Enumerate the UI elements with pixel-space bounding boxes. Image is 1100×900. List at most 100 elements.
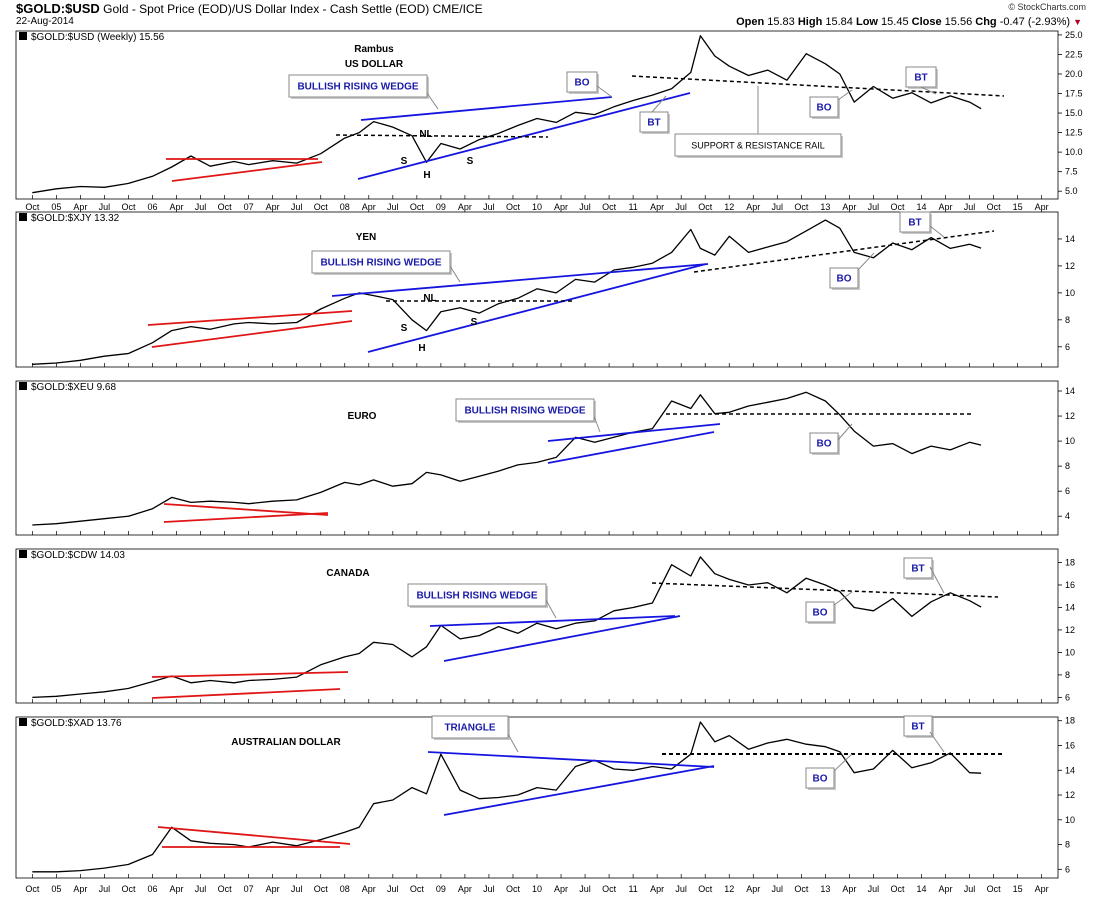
x-tick-label: Apr [554,884,568,894]
wedge-upper [547,423,721,442]
symbol-label: $GOLD:$USD [16,1,100,16]
x-tick-label: 07 [244,202,254,212]
x-tick-label: Oct [890,202,905,212]
panel-title: AUSTRALIAN DOLLAR [231,737,341,748]
low-value: 15.45 [881,16,909,28]
y-tick-label: 6 [1065,864,1070,874]
s-label: S [401,156,408,167]
red-channel-upper [163,503,329,516]
bo-box [566,71,598,93]
x-tick-label: Apr [939,202,953,212]
bo-box [805,601,835,623]
open-label: Open [736,16,765,28]
triangle-callout: TRIANGLE [431,715,510,740]
bt-callout: BT [639,111,670,134]
x-tick-label: 06 [147,202,157,212]
bo-callout: BO [566,71,599,94]
y-tick-label: 20.0 [1065,69,1083,79]
y-tick-label: 12 [1065,261,1075,271]
bt: BT [914,73,927,84]
x-tick-label: Apr [842,884,856,894]
callout-pointer [837,423,853,441]
x-tick-label: 15 [1013,884,1023,894]
y-tick-label: 4 [1065,511,1070,521]
x-tick-label: Oct [121,884,136,894]
red-channel-upper [147,310,353,326]
ticker-marker-icon [19,213,27,221]
y-tick-label: 14 [1065,386,1075,396]
price-line [32,35,982,194]
x-tick-label: Apr [73,202,87,212]
ticker-label: $GOLD:$CDW 14.03 [31,550,125,561]
y-tick-label: 12 [1065,790,1075,800]
y-tick-label: 16 [1065,740,1075,750]
red-channel-lower [171,161,323,182]
bt-callout: BT [899,211,932,234]
triangle: TRIANGLE [444,723,495,734]
y-tick-label: 7.5 [1065,167,1078,177]
y-tick-label: 10.0 [1065,147,1083,157]
callout-pointer [929,731,945,753]
panel-frame [15,548,1059,704]
s-label: S [401,323,408,334]
y-tick-label: 18 [1065,557,1075,567]
bullish-rising-wedge: BULLISH RISING WEDGE [297,82,418,93]
ticker-label: $GOLD:$XAD 13.76 [31,718,122,729]
description-label: Gold - Spot Price (EOD)/US Dollar Index … [103,2,430,16]
x-tick-label: Jul [291,884,303,894]
y-tick-label: 12 [1065,411,1075,421]
y-tick-label: 10 [1065,436,1075,446]
bt-callout: BT [905,66,938,89]
chart-header-title: $GOLD:$USD Gold - Spot Price (EOD)/US Do… [16,1,483,16]
panel-3: 14 12 10 8 6 4 $GOLD:$XEU 9.68 EURO BULLISH RISI… [15,380,1075,536]
panel-4: 18 16 14 12 10 8 6 $GOLD:$CDW 14.03 CANADA BULLIS… [15,548,1075,704]
bullish-rising-wedge-callout: BULLISH RISING WEDGE [311,250,452,275]
bullish-rising-wedge-callout: BULLISH RISING WEDGE [407,583,548,608]
x-tick-label: Apr [458,202,472,212]
ticker-marker-icon [19,382,27,390]
panel-title: EURO [348,411,377,422]
callout-pointer [651,95,667,113]
x-tick-label: Oct [218,884,233,894]
y-tick-label: 22.5 [1065,49,1083,59]
support-resistance-rail: SUPPORT & RESISTANCE RAIL [691,141,825,151]
bt: BT [911,722,924,733]
close-label: Close [911,16,942,28]
price-line [32,721,982,873]
x-tick-label: 10 [532,884,542,894]
y-tick-label: 8 [1065,670,1070,680]
y-tick-label: 10 [1065,288,1075,298]
ticker-label: $GOLD:$USD (Weekly) 15.56 [31,32,165,43]
h-label: H [418,343,425,354]
y-tick-label: 14 [1065,602,1075,612]
y-tick-label: 25.0 [1065,30,1083,40]
x-tick-label: Jul [387,202,399,212]
bo-callout: BO [809,432,840,455]
bo-callout: BO [829,267,860,290]
bo: BO [817,103,832,114]
close-value: 15.56 [944,16,973,28]
x-tick-label: Jul [483,884,495,894]
x-tick-label: Apr [842,202,856,212]
support-resistance-line [631,75,1005,97]
bo-callout: BO [805,601,836,624]
x-tick-label: 05 [51,202,61,212]
callout-pointer [833,753,853,772]
x-tick-label: Oct [890,884,905,894]
x-tick-label: Jul [964,202,976,212]
callout-pointer [837,89,853,101]
bt-callout: BT [903,715,934,738]
bullish-rising-wedge-box [407,583,547,607]
x-tick-label: Apr [170,884,184,894]
bo: BO [813,774,828,785]
panel-title: US DOLLAR [345,59,404,70]
x-tick-label: 07 [244,884,254,894]
nl-label: NL [419,129,432,140]
x-tick-label: 15 [1013,202,1023,212]
support-resistance-line [651,582,999,598]
x-tick-label: Jul [195,202,207,212]
y-tick-label: 12.5 [1065,128,1083,138]
x-tick-label: 08 [340,884,350,894]
wedge-lower [367,263,707,353]
copyright-link[interactable]: © StockCharts.com [1008,2,1086,12]
